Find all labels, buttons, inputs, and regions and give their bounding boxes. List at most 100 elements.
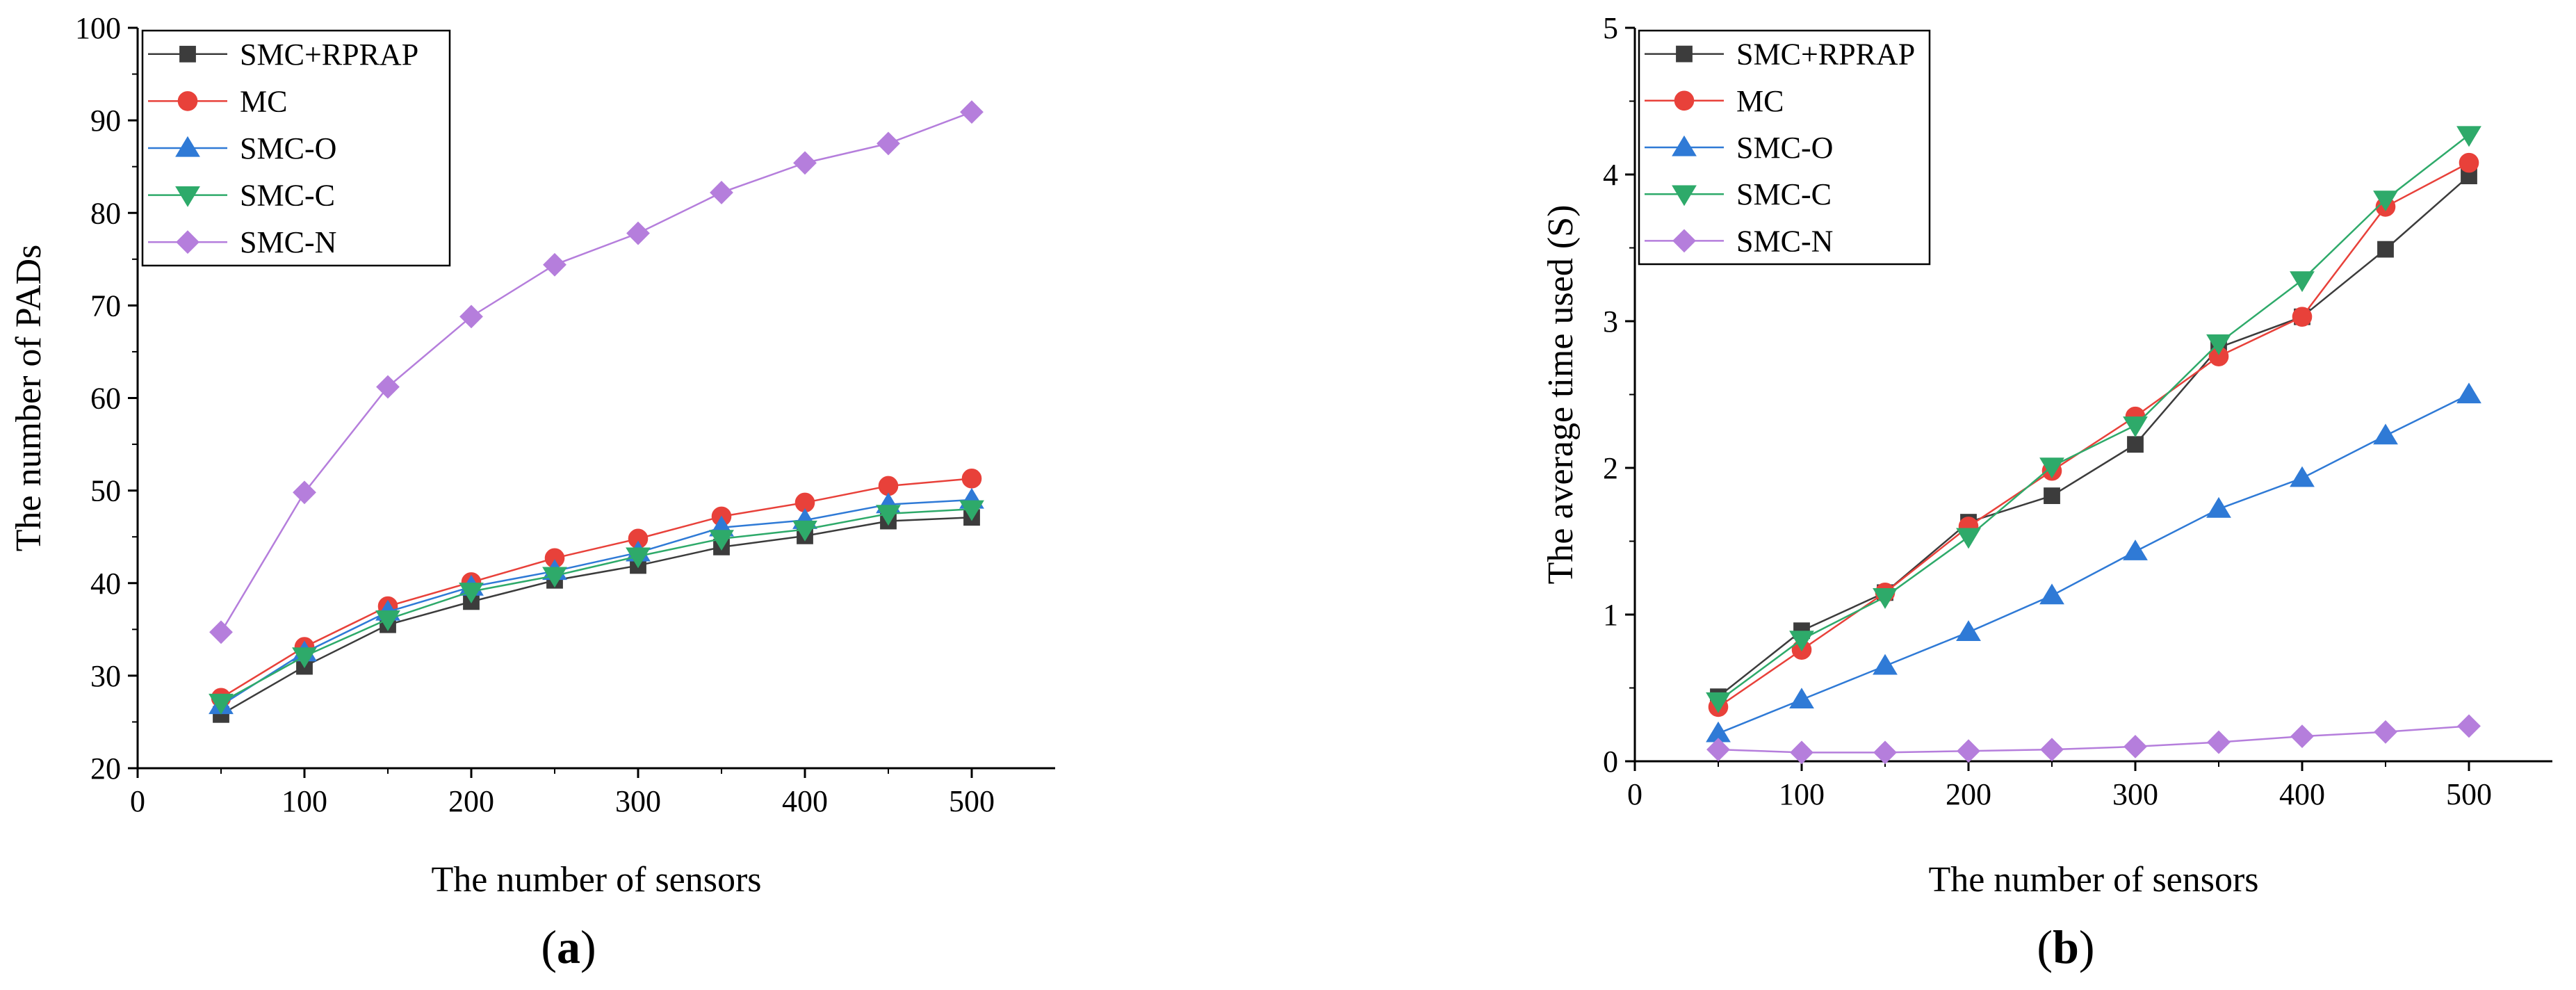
legend: SMC+RPRAP MC SMC-O SMC-C SMC-N (1638, 29, 1931, 266)
data-point (709, 530, 734, 551)
data-point (2039, 583, 2064, 605)
y-tick-label: 1 (1603, 598, 1618, 632)
data-point (1873, 740, 1897, 765)
legend-marker (179, 45, 196, 63)
data-point (2459, 152, 2479, 173)
legend-label: SMC-N (240, 225, 336, 259)
y-tick-label: 0 (1603, 745, 1618, 779)
series-line (220, 111, 972, 633)
series-smc-rprap (213, 509, 980, 723)
data-point (2044, 487, 2060, 504)
data-point (626, 547, 651, 569)
series-line (1718, 175, 2470, 698)
data-point (793, 151, 817, 175)
data-point (209, 693, 234, 715)
data-point (2123, 734, 2147, 758)
legend-marker (1674, 90, 1695, 111)
y-tick-label: 30 (90, 659, 121, 693)
data-point (2456, 126, 2481, 147)
data-point (459, 305, 483, 329)
x-axis-title: The number of sensors (1928, 860, 2258, 900)
x-axis-title: The number of sensors (431, 860, 761, 900)
legend-marker (1676, 45, 1693, 63)
legend-marker (1672, 135, 1697, 156)
data-point (209, 620, 233, 644)
series-line (1718, 725, 2470, 754)
data-point (293, 480, 316, 505)
data-point (710, 181, 733, 204)
data-point (961, 469, 982, 489)
legend-label: SMC-O (240, 131, 336, 165)
data-point (1957, 739, 1980, 763)
x-tick-label: 200 (1946, 777, 1991, 811)
legend: SMC+RPRAP MC SMC-O SMC-C SMC-N (141, 29, 451, 267)
legend-label: MC (1736, 84, 1784, 118)
data-point (2377, 241, 2394, 258)
data-point (1956, 528, 1981, 549)
x-tick-label: 300 (2112, 777, 2158, 811)
series-line (1718, 393, 2470, 735)
series-smc-n (1706, 714, 2481, 765)
data-point (2040, 738, 2064, 762)
data-point (2290, 724, 2314, 749)
legend-label: MC (240, 84, 287, 118)
series-line (1718, 134, 2470, 702)
series-line (220, 478, 972, 699)
y-axis-title: The average time used (S) (1541, 205, 1581, 585)
series-smc-o (1706, 382, 2481, 742)
y-tick-label: 60 (90, 382, 121, 416)
data-point (1789, 688, 1814, 709)
data-point (2373, 423, 2398, 445)
panel-label-close: ) (580, 920, 596, 973)
legend-marker (177, 91, 198, 111)
data-point (959, 500, 984, 521)
data-point (2373, 190, 2398, 212)
x-tick-label: 200 (448, 784, 494, 818)
data-point (1706, 692, 1731, 713)
y-tick-label: 40 (90, 567, 121, 601)
data-point (626, 221, 650, 245)
data-point (876, 505, 901, 526)
x-tick-label: 500 (949, 784, 995, 818)
data-point (2292, 307, 2313, 327)
y-tick-label: 90 (90, 104, 121, 138)
series-line (220, 508, 972, 704)
panel-label-letter: b (2053, 920, 2079, 973)
legend-marker (176, 230, 199, 254)
y-tick-label: 80 (90, 196, 121, 230)
data-point (2039, 457, 2064, 479)
panel-label-open: ( (2037, 920, 2053, 973)
panel-label: (b) (2037, 920, 2094, 973)
y-tick-label: 5 (1603, 11, 1618, 45)
data-point (1706, 738, 1730, 762)
legend-label: SMC-N (1736, 224, 1833, 258)
data-point (375, 610, 400, 631)
data-point (2123, 416, 2148, 437)
series-smc-c (1706, 126, 2481, 713)
x-tick-label: 100 (1779, 777, 1825, 811)
data-point (376, 375, 400, 399)
series-line (220, 516, 972, 715)
legend-label: SMC+RPRAP (240, 38, 418, 72)
data-point (459, 583, 484, 603)
x-tick-label: 0 (130, 784, 145, 818)
series-mc (211, 469, 982, 708)
y-tick-label: 20 (90, 752, 121, 786)
series-smc-n (209, 100, 984, 644)
y-axis-title: The number of PADs (9, 245, 49, 552)
data-point (2290, 271, 2315, 293)
data-point (2456, 382, 2481, 404)
y-tick-label: 50 (90, 474, 121, 508)
legend-marker (175, 136, 200, 157)
panel-label-letter: a (557, 920, 580, 973)
data-point (1956, 620, 1981, 641)
x-tick-label: 300 (615, 784, 661, 818)
data-point (2457, 714, 2481, 738)
legend-label: SMC+RPRAP (1736, 38, 1915, 72)
chart-panel-a: 0 100 200 300 400 500 20 30 40 50 60 70 80 90 100 The n… (9, 11, 1055, 973)
series-smc-c (209, 500, 984, 715)
data-point (2123, 539, 2148, 560)
legend-marker (175, 186, 200, 207)
